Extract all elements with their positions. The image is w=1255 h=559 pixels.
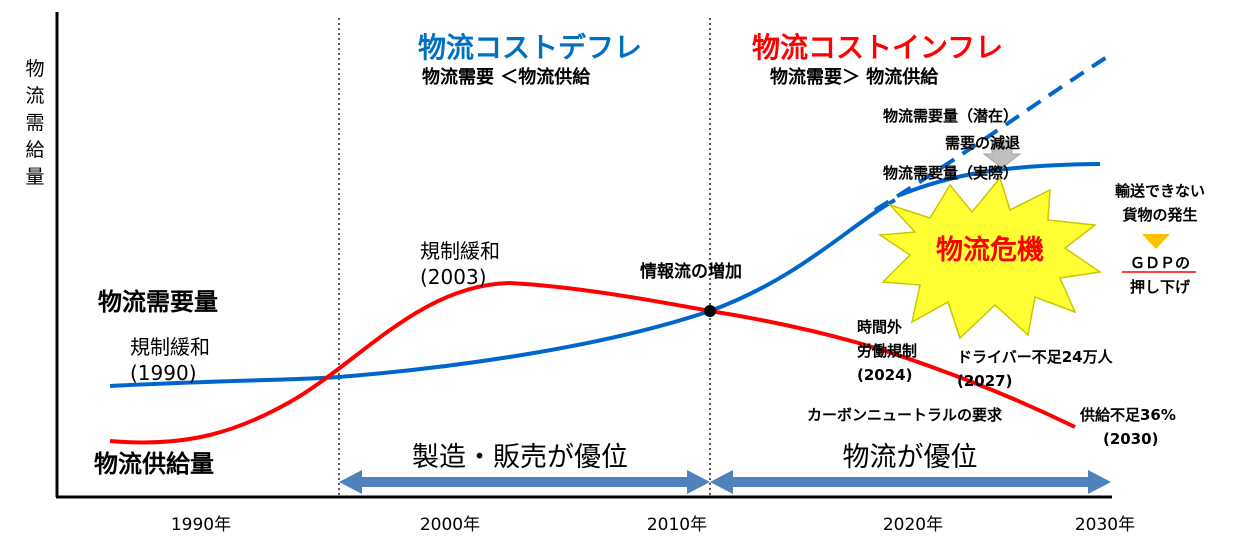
manufacturing-arrow-label: 製造・販売が優位	[412, 442, 628, 473]
dereg-2003-year: (2003)	[420, 265, 487, 289]
x-tick-2010: 2010年	[647, 515, 707, 535]
dereg-2003-label: 規制緩和	[420, 239, 500, 263]
overtime-line3: (2024)	[857, 366, 912, 384]
supply-series-label: 物流供給量	[94, 450, 214, 478]
demand-decline-label: 需要の減退	[945, 134, 1020, 152]
driver-shortage-line2: (2027)	[957, 372, 1012, 390]
dereg-1990-year: (1990)	[130, 361, 197, 385]
actual-demand-label: 物流需要量（実際）	[883, 164, 1018, 182]
info-flow-label: 情報流の増加	[640, 261, 742, 282]
intersection-dot	[704, 305, 716, 317]
deflation-title: 物流コストデフレ	[418, 31, 642, 64]
dereg-1990-label: 規制緩和	[130, 335, 210, 359]
logistics-arrow	[710, 470, 1111, 494]
cannot-transport-line1: 輸送できない	[1115, 182, 1205, 200]
cannot-transport-line2: 貨物の発生	[1122, 206, 1197, 224]
x-tick-2020: 2020年	[883, 515, 943, 535]
supply-shortage-line2: (2030)	[1103, 430, 1158, 448]
logistics-arrow-label: 物流が優位	[843, 442, 978, 473]
demand-curve-potential	[873, 53, 1112, 212]
y-axis-label: 物流需給量	[25, 58, 44, 188]
crisis-starburst	[877, 176, 1102, 340]
driver-shortage-line1: ドライバー不足24万人	[957, 348, 1114, 366]
overtime-line1: 時間外	[857, 318, 902, 336]
deflation-subtitle: 物流需要 ＜物流供給	[422, 66, 591, 88]
x-tick-2000: 2000年	[420, 515, 480, 535]
demand-curve	[109, 198, 896, 388]
x-tick-1990: 1990年	[171, 515, 231, 535]
gdp-line2: 押し下げ	[1130, 278, 1191, 296]
decline-arrow-icon	[982, 139, 1022, 169]
supply-shortage-line1: 供給不足36%	[1079, 406, 1176, 424]
inflation-subtitle: 物流需要＞ 物流供給	[770, 66, 939, 88]
potential-demand-label: 物流需要量（潜在）	[883, 107, 1018, 125]
carbon-neutral-label: カーボンニュートラルの要求	[807, 406, 1003, 424]
manufacturing-arrow	[339, 470, 710, 494]
inflation-title: 物流コストインフレ	[752, 31, 1003, 64]
crisis-label: 物流危機	[936, 234, 1044, 266]
supply-curve	[109, 280, 1076, 445]
gdp-line1: ＧＤＰの	[1130, 254, 1190, 272]
x-tick-2030: 2030年	[1075, 515, 1135, 535]
overtime-line2: 労働規制	[857, 342, 917, 360]
demand-series-label: 物流需要量	[98, 288, 218, 316]
demand-curve-actual	[899, 162, 1101, 197]
gdp-triangle-icon	[1142, 234, 1170, 249]
